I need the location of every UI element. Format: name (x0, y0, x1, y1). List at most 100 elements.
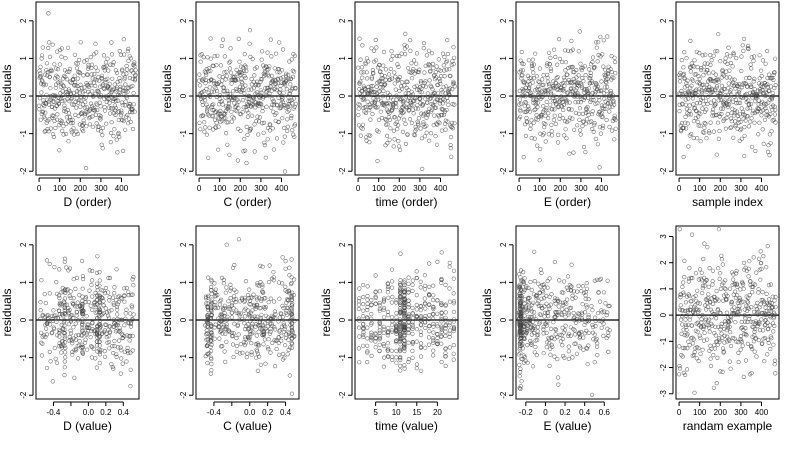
residual-point (435, 82, 440, 88)
residual-point (224, 322, 229, 327)
y-tick-label: 2 (179, 18, 188, 23)
residual-point (97, 278, 102, 283)
residual-point (216, 124, 221, 129)
residual-point (261, 342, 266, 347)
residual-point (768, 282, 774, 287)
residual-point (360, 126, 365, 131)
x-tick-label: 0.2 (100, 408, 112, 417)
residual-point (451, 343, 456, 348)
residual-point (590, 308, 595, 313)
residual-point (528, 126, 533, 131)
residual-point (548, 102, 553, 107)
residual-point (271, 299, 277, 304)
residual-point (682, 275, 687, 280)
residual-point (218, 63, 223, 68)
residual-point (267, 91, 272, 96)
residual-point (403, 121, 408, 126)
residual-point (233, 108, 238, 113)
residual-point (89, 278, 95, 283)
residual-point (131, 90, 136, 96)
residual-point (719, 111, 724, 117)
residual-point (385, 141, 390, 146)
residual-point (39, 278, 44, 283)
residual-point (447, 299, 453, 304)
residual-point (533, 107, 538, 112)
residual-point (750, 108, 756, 113)
residual-point (545, 79, 551, 84)
residual-point (677, 366, 683, 371)
residual-point (228, 46, 233, 51)
residual-point (59, 119, 65, 124)
residual-point (393, 87, 398, 92)
residual-point (717, 114, 722, 119)
residual-point (584, 286, 590, 291)
y-tick-label: -2 (499, 391, 508, 399)
residual-point (560, 116, 565, 121)
residual-point (762, 117, 768, 122)
x-tick-label: 15 (412, 408, 421, 417)
residual-point (742, 153, 747, 159)
residual-point (119, 356, 124, 361)
residual-point (128, 384, 133, 389)
plot-frame (195, 1, 300, 176)
residual-point (373, 301, 378, 306)
residual-point (532, 88, 538, 93)
residual-point (398, 147, 403, 153)
residual-point (290, 74, 296, 79)
residual-point (541, 103, 546, 109)
residual-point (113, 68, 118, 73)
residual-point (274, 111, 279, 116)
residual-point (584, 117, 590, 122)
residual-point (553, 80, 558, 85)
residual-point (745, 300, 751, 305)
residual-point (244, 124, 249, 129)
y-tick-label: 2 (338, 18, 347, 23)
residual-point (526, 104, 531, 109)
residual-point (549, 129, 554, 134)
residual-point (373, 98, 378, 103)
residual-point (90, 94, 96, 99)
residual-point (698, 139, 703, 144)
residual-point (728, 60, 733, 66)
residual-point (752, 120, 757, 125)
residual-point (413, 69, 419, 74)
residual-point (53, 125, 58, 131)
residual-point (681, 71, 687, 76)
residual-point (730, 64, 735, 69)
residual-point (422, 70, 427, 75)
residual-point (87, 288, 92, 293)
y-tick-label: 1 (338, 280, 347, 285)
residual-point (589, 304, 594, 309)
residual-point (585, 362, 590, 367)
residual-point (595, 353, 600, 358)
residual-point (283, 259, 288, 264)
residual-point (447, 286, 452, 291)
residual-point (240, 110, 245, 115)
residual-point (741, 48, 746, 54)
residual-point (94, 121, 99, 126)
residual-point (574, 351, 580, 356)
x-tick-label: 200 (74, 184, 88, 193)
residual-point (42, 292, 47, 297)
residual-point (376, 97, 381, 102)
residual-point (722, 286, 727, 291)
residual-point (122, 103, 128, 108)
residual-point (245, 114, 250, 119)
residual-point (246, 110, 251, 115)
residual-point (388, 126, 393, 131)
residual-point (563, 127, 568, 132)
y-axis-label: residuals (640, 64, 654, 112)
residual-point (361, 302, 366, 307)
residual-point (229, 310, 234, 315)
residual-point (737, 138, 742, 143)
residual-point (377, 289, 383, 294)
residual-point (409, 61, 414, 66)
residual-point (529, 62, 535, 67)
residual-point (418, 78, 424, 84)
residual-point (734, 55, 739, 61)
residual-point (576, 283, 581, 289)
residual-point (537, 86, 542, 92)
y-tick-label: 1 (179, 56, 188, 61)
residual-point (268, 350, 273, 355)
residual-point (82, 88, 87, 94)
